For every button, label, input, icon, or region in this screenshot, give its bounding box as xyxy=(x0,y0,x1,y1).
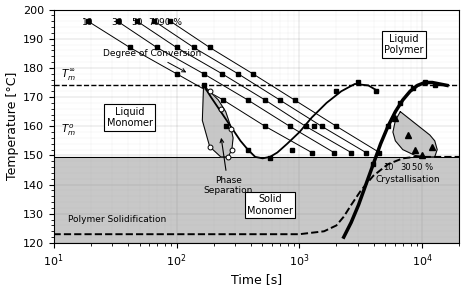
Text: Solid
Monomer: Solid Monomer xyxy=(247,194,293,216)
Text: $T_m^o$: $T_m^o$ xyxy=(61,123,76,138)
Polygon shape xyxy=(202,86,233,157)
X-axis label: Time [s]: Time [s] xyxy=(231,273,282,286)
Text: $T_m^\infty$: $T_m^\infty$ xyxy=(61,67,76,83)
Text: Polymer Solidification: Polymer Solidification xyxy=(68,215,166,224)
Text: 10: 10 xyxy=(383,163,393,172)
Text: 50 %: 50 % xyxy=(412,163,433,172)
Y-axis label: Temperature [°C]: Temperature [°C] xyxy=(6,72,19,180)
Text: 10: 10 xyxy=(82,18,94,27)
Text: Phase
Separation: Phase Separation xyxy=(204,139,253,195)
Text: Liquid
Polymer: Liquid Polymer xyxy=(384,34,424,55)
Text: Liquid
Monomer: Liquid Monomer xyxy=(107,107,153,128)
Polygon shape xyxy=(393,112,437,157)
Text: 70: 70 xyxy=(149,18,160,27)
Text: Degree of Conversion: Degree of Conversion xyxy=(103,49,201,72)
Text: Crystallisation: Crystallisation xyxy=(375,175,440,184)
Text: 50: 50 xyxy=(132,18,143,27)
Text: 30: 30 xyxy=(112,18,123,27)
Text: 30: 30 xyxy=(400,163,411,172)
Text: 90 %: 90 % xyxy=(159,18,182,27)
